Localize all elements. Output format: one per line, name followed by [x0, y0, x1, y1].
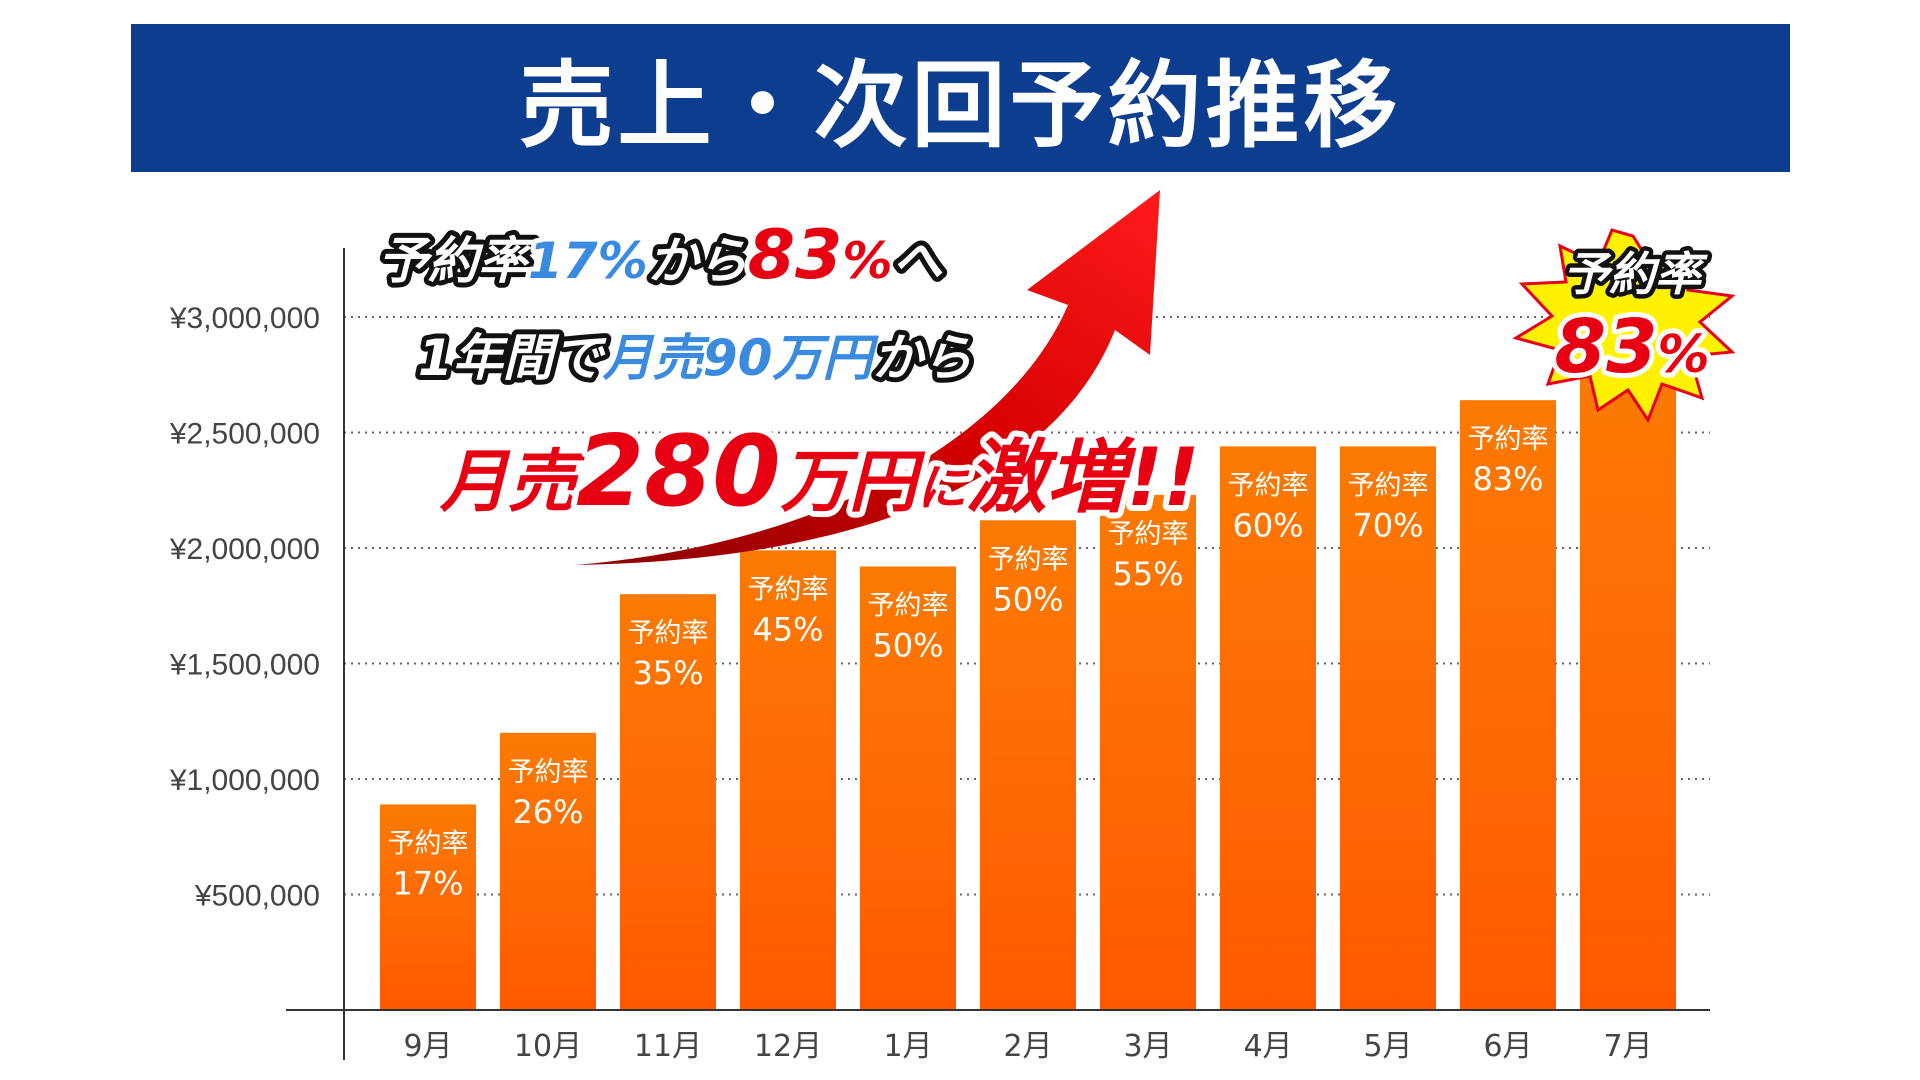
bar-rate-value: 50%: [872, 626, 943, 664]
svg-text:月売280万円に激増!!: 月売280万円に激増!!: [439, 415, 1200, 529]
starburst-badge: 予約率 83%: [1512, 228, 1736, 424]
bar: [740, 550, 836, 1010]
bar-rate-value: 35%: [632, 654, 703, 692]
bar-rate-value: 83%: [1472, 460, 1543, 498]
x-tick-label: 6月: [1483, 1029, 1532, 1064]
bar: [1340, 446, 1436, 1010]
svg-text:予約率17%から83%へ: 予約率17%から83%へ: [378, 216, 943, 295]
x-tick-label: 5月: [1363, 1029, 1412, 1064]
y-tick-label: ¥500,000: [194, 880, 320, 913]
bar: [500, 732, 596, 1010]
svg-text:83%: 83%: [1554, 304, 1709, 390]
bar-rate-label: 予約率: [868, 590, 949, 621]
callout-line1-e: %: [842, 232, 892, 290]
x-tick-label: 9月: [403, 1029, 452, 1064]
bar: [860, 566, 956, 1010]
callout-line3-b: 280: [576, 415, 781, 529]
burst-value: 83: [1554, 304, 1657, 390]
x-tick-label: 3月: [1123, 1029, 1172, 1064]
bar-rate-label: 予約率: [1348, 470, 1429, 501]
bar-rate-label: 予約率: [988, 544, 1069, 575]
bar-rate-value: 60%: [1232, 506, 1303, 544]
bar: [1220, 446, 1316, 1010]
chart-title: 売上・次回予約推移: [519, 52, 1402, 161]
y-tick-label: ¥1,500,000: [169, 649, 320, 682]
starburst-shape: [1512, 228, 1736, 424]
bar-rate-label: 予約率: [628, 618, 709, 649]
callout-line1-a: 予約率: [378, 232, 536, 290]
callout-line2-b: 月売90万円: [602, 329, 880, 387]
x-tick-label: 10月: [514, 1029, 582, 1064]
callout-line1-b: 17%: [528, 232, 648, 290]
y-tick-label: ¥2,000,000: [169, 533, 320, 566]
burst-label: 予約率: [1563, 247, 1708, 301]
bar: [620, 594, 716, 1010]
bar-rate-value: 70%: [1352, 506, 1423, 544]
x-axis-ticks: 9月 10月 11月 12月 1月 2月 3月 4月 5月 6月 7月: [403, 1029, 1652, 1064]
callout-line3-a: 月売: [439, 443, 586, 522]
callout-line1-f: へ: [892, 232, 943, 290]
bar-rate-label: 予約率: [1228, 470, 1309, 501]
bar: [980, 520, 1076, 1010]
x-tick-label: 7月: [1603, 1029, 1652, 1064]
bars: 予約率 17% 予約率 26% 予約率 35% 予約率 45% 予約率 50% 予約率 50% 予約率 5…: [380, 363, 1676, 1010]
bar-rate-value: 17%: [392, 864, 463, 902]
x-tick-label: 1月: [883, 1029, 932, 1064]
callout-line1-c: から: [648, 232, 748, 290]
x-tick-label: 12月: [754, 1029, 822, 1064]
bar: [1100, 494, 1196, 1010]
x-tick-label: 4月: [1243, 1029, 1292, 1064]
bar-rate-label: 予約率: [1468, 424, 1549, 455]
callout-line2-c: から: [872, 329, 972, 387]
callout-line3-e: 激増!!: [967, 431, 1200, 524]
bar-rate-label: 予約率: [388, 828, 469, 859]
y-tick-label: ¥1,000,000: [169, 764, 320, 797]
y-axis-ticks: ¥500,000 ¥1,000,000 ¥1,500,000 ¥2,000,000 ¥2…: [169, 302, 320, 913]
callout-line3-d: に: [917, 459, 970, 517]
bar-rate-label: 予約率: [1108, 519, 1189, 550]
bar: [1460, 400, 1556, 1010]
bar-rate-value: 50%: [992, 580, 1063, 618]
bar: [380, 804, 476, 1010]
y-tick-label: ¥2,500,000: [169, 418, 320, 451]
callout-line1-d: 83: [748, 216, 843, 295]
bar: [1580, 363, 1676, 1010]
bar-rate-value: 45%: [752, 610, 823, 648]
rising-arrow: [575, 190, 1160, 565]
callout-line2-a: 1年間で: [418, 329, 607, 387]
bar-rate-label: 予約率: [508, 757, 589, 788]
svg-text:1年間で月売90万円から: 1年間で月売90万円から: [418, 329, 972, 387]
bar-rate-label: 予約率: [748, 574, 829, 605]
callout-line3-c: 万円: [781, 443, 926, 522]
x-tick-label: 11月: [634, 1029, 702, 1064]
callout: 予約率17%から83%へ 1年間で月売90万円から 月売280万円に激増!!: [373, 211, 1206, 535]
title-banner: 売上・次回予約推移: [131, 24, 1790, 172]
bar-rate-value: 26%: [512, 793, 583, 831]
y-tick-label: ¥3,000,000: [169, 302, 320, 335]
x-tick-label: 2月: [1003, 1029, 1052, 1064]
bar-rate-value: 55%: [1112, 555, 1183, 593]
burst-unit: %: [1657, 325, 1709, 385]
